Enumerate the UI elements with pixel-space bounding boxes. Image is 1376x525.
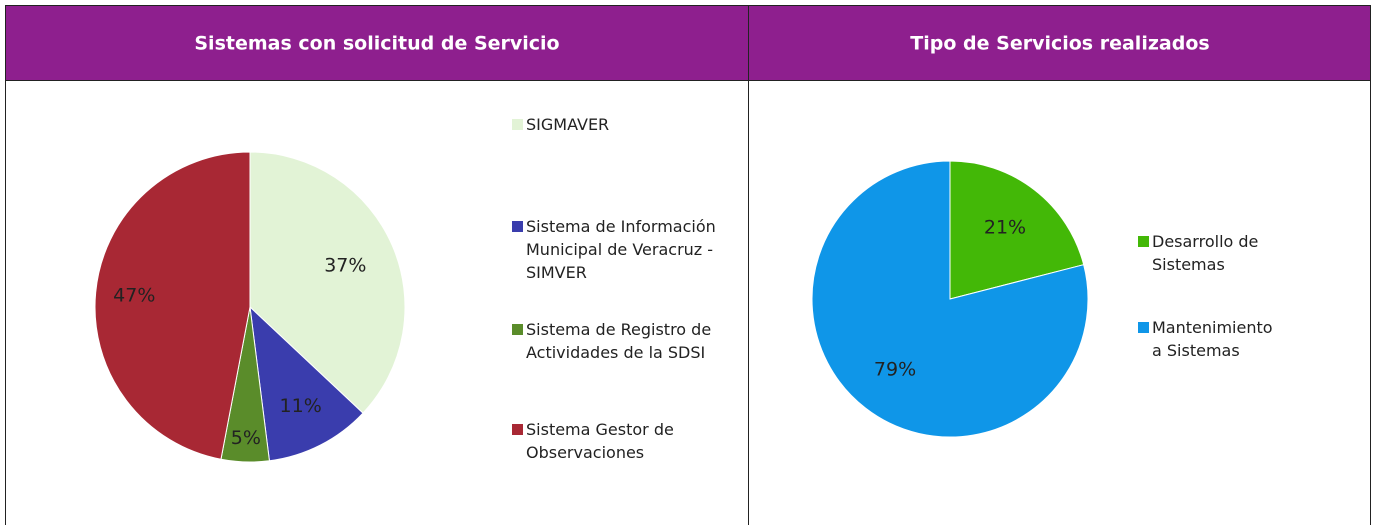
legend-item: Sistema de Registro de Actividades de la…: [512, 318, 727, 364]
data-label: 47%: [113, 285, 155, 307]
chart-title: Sistemas con solicitud de Servicio: [194, 33, 559, 55]
legend-item: SIGMAVER: [512, 113, 727, 136]
legend-swatch: [512, 221, 523, 232]
legend-label: Sistema de Información Municipal de Vera…: [526, 217, 716, 282]
legend-swatch: [1138, 322, 1149, 333]
legend-label: Desarrollo de Sistemas: [1152, 232, 1259, 274]
data-label: 5%: [231, 427, 261, 449]
data-label: 79%: [874, 358, 916, 380]
chart-title: Tipo de Servicios realizados: [910, 33, 1209, 55]
legend-label: Sistema Gestor de Observaciones: [526, 420, 674, 462]
legend-swatch: [512, 324, 523, 335]
header-band: [5, 5, 1371, 80]
data-label: 37%: [324, 254, 366, 276]
legend-swatch: [512, 424, 523, 435]
pie-slice: [249, 305, 364, 462]
legend-label: SIGMAVER: [526, 115, 610, 134]
legend-item: Sistema de Información Municipal de Vera…: [512, 215, 727, 284]
data-label: 21%: [984, 217, 1026, 239]
table-border: [5, 5, 1371, 525]
data-label: 11%: [280, 395, 322, 417]
pie-slice: [811, 160, 1089, 438]
legend-label: Sistema de Registro de Actividades de la…: [526, 320, 712, 362]
pie-slice: [94, 151, 251, 460]
legend-label: Mantenimiento a Sistemas: [1152, 318, 1273, 360]
legend-item: Mantenimiento a Sistemas: [1138, 316, 1278, 362]
legend-item: Desarrollo de Sistemas: [1138, 230, 1278, 276]
pie-slice: [249, 151, 406, 414]
legend-item: Sistema Gestor de Observaciones: [512, 418, 727, 464]
legend-swatch: [1138, 236, 1149, 247]
pie-slice: [949, 160, 1085, 300]
legend-swatch: [512, 119, 523, 130]
